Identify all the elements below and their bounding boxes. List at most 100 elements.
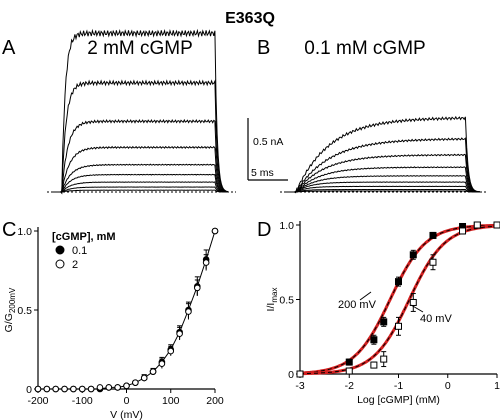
panel-d-fit-dashed [299, 225, 498, 375]
panel-d-chart: -3 -2 -1 0 1 0 0.5 1.0 Log [cGMP] (mM) I/Imax 200 … [265, 220, 500, 406]
scale-bar-current-label: 0.5 nA [253, 136, 283, 148]
panel-d-fit-red [299, 223, 497, 375]
panel-b-trace [286, 175, 481, 193]
panel-c-y-axis-label-sub: 200mV [8, 287, 17, 313]
panel-d-x-tick-label: 1 [494, 380, 500, 392]
panel-c-y-tick-label: 1.0 [17, 226, 32, 238]
panel-c-x-tick-label: -100 [72, 395, 93, 407]
panel-a-trace [53, 189, 228, 193]
panel-d-x-axis-label: Log [cGMP] (mM) [357, 394, 440, 406]
panel-d-point [370, 336, 378, 344]
panel-a-condition: 2 mM cGMP [87, 38, 193, 59]
panel-b-traces [280, 115, 488, 194]
panel-d-point [370, 361, 378, 369]
panel-a-letter: A [2, 37, 16, 59]
panel-c-legend-label: 0.1 [72, 245, 87, 257]
scale-bar-time-label: 5 ms [251, 167, 274, 179]
panel-d-point [493, 221, 500, 229]
panel-d-annotation-200mv-pointer [359, 291, 372, 301]
panel-d-annotation-40mv: 40 mV [420, 313, 452, 325]
panel-d-point [429, 231, 437, 239]
panel-d-x-tick-label: -3 [295, 380, 304, 392]
panel-a-trace [53, 173, 229, 193]
panel-c-point [185, 308, 192, 315]
panel-b-trace [286, 153, 481, 193]
panel-d-point [345, 358, 353, 366]
panel-d-fit-dashed [299, 224, 497, 374]
panel-d-point [459, 227, 467, 235]
panel-c-point [52, 385, 60, 393]
panel-a-trace [53, 28, 229, 195]
panel-b-trace [286, 166, 480, 193]
panel-c-point [78, 385, 86, 393]
panel-a-traces [47, 28, 236, 195]
panel-d-point [409, 251, 417, 259]
panel-b-trace [286, 190, 480, 193]
panel-d-annotation-40mv-pointer [410, 304, 424, 313]
panel-a-trace [53, 145, 229, 193]
panel-c-point [87, 385, 95, 393]
panel-d-point [380, 318, 388, 326]
panel-d-point [296, 370, 304, 378]
panel-c-point [114, 384, 121, 391]
panel-d-x-tick-label: 0 [445, 380, 451, 392]
panel-d-fit-red [299, 224, 498, 376]
panel-c-point [202, 259, 210, 266]
panel-d-point [409, 298, 417, 306]
panel-d-point [429, 258, 437, 266]
panel-c-point [140, 374, 148, 382]
panel-c-legend-marker [55, 259, 65, 269]
panel-d-y-axis-label: I/Imax [265, 288, 279, 312]
panel-c-point [123, 382, 130, 390]
panel-d-x-tick-label: -1 [394, 380, 403, 392]
panel-b-letter: B [257, 37, 270, 59]
panel-c-point [34, 385, 42, 393]
panel-c-x-tick-label: 0 [124, 395, 130, 407]
panel-c-legend-title: [cGMP], mM [52, 231, 116, 243]
panel-b-trace [286, 137, 481, 193]
panel-d-point [395, 278, 402, 286]
panel-d-letter: D [257, 219, 271, 241]
panel-d-annotation-200mv: 200 mV [338, 299, 377, 311]
panel-a-trace [53, 79, 229, 193]
panel-b-trace [286, 181, 480, 193]
panel-c-chart: -200 -100 0 100 200 0 0.5 1.0 V (mV) G/G200mV [cGM… [3, 226, 224, 420]
panel-c-y-axis-label: G/G200mV [3, 287, 17, 332]
panel-c-point [158, 360, 166, 368]
panel-d-point [380, 355, 388, 363]
panel-c-letter: C [2, 219, 16, 241]
panel-d-point [395, 322, 402, 330]
panel-b-trace [286, 115, 481, 194]
panel-a-trace [53, 186, 228, 193]
panel-c-point [70, 385, 77, 393]
panel-c-x-axis-label: V (mV) [110, 409, 143, 420]
panel-c-point [105, 384, 113, 391]
panel-c-y-tick-label: 0 [26, 384, 32, 396]
panel-c-point [132, 379, 139, 386]
panel-c-point [167, 347, 175, 355]
panel-a-trace [53, 181, 228, 193]
panel-b-condition: 0.1 mM cGMP [304, 38, 425, 59]
panel-c-point [211, 227, 219, 235]
panel-c-point [43, 385, 51, 393]
scale-bar: 0.5 nA 5 ms [247, 118, 288, 181]
panel-d-point [473, 221, 481, 229]
panel-c-x-tick-label: 100 [162, 395, 180, 407]
panel-d-y-tick-label: 0 [288, 369, 294, 381]
panel-c-point [194, 284, 201, 292]
figure-title: E363Q [225, 10, 275, 27]
panel-c-x-tick-label: -200 [27, 395, 48, 407]
panel-c-point [61, 385, 68, 393]
panel-d-y-axis-label-sub: max [270, 288, 279, 303]
panel-d-x-tick-label: -2 [345, 380, 354, 392]
panel-d-y-tick-label: 0.5 [279, 295, 294, 307]
panel-d-point [345, 367, 353, 375]
panel-c-point [149, 368, 157, 375]
panel-c-point [96, 384, 104, 391]
panel-c-legend-marker [55, 245, 65, 255]
panel-c-point [176, 330, 183, 338]
panel-b-trace [286, 185, 480, 193]
panel-c-legend-label: 2 [72, 259, 78, 271]
panel-c-y-tick-label: 0.5 [17, 305, 32, 317]
